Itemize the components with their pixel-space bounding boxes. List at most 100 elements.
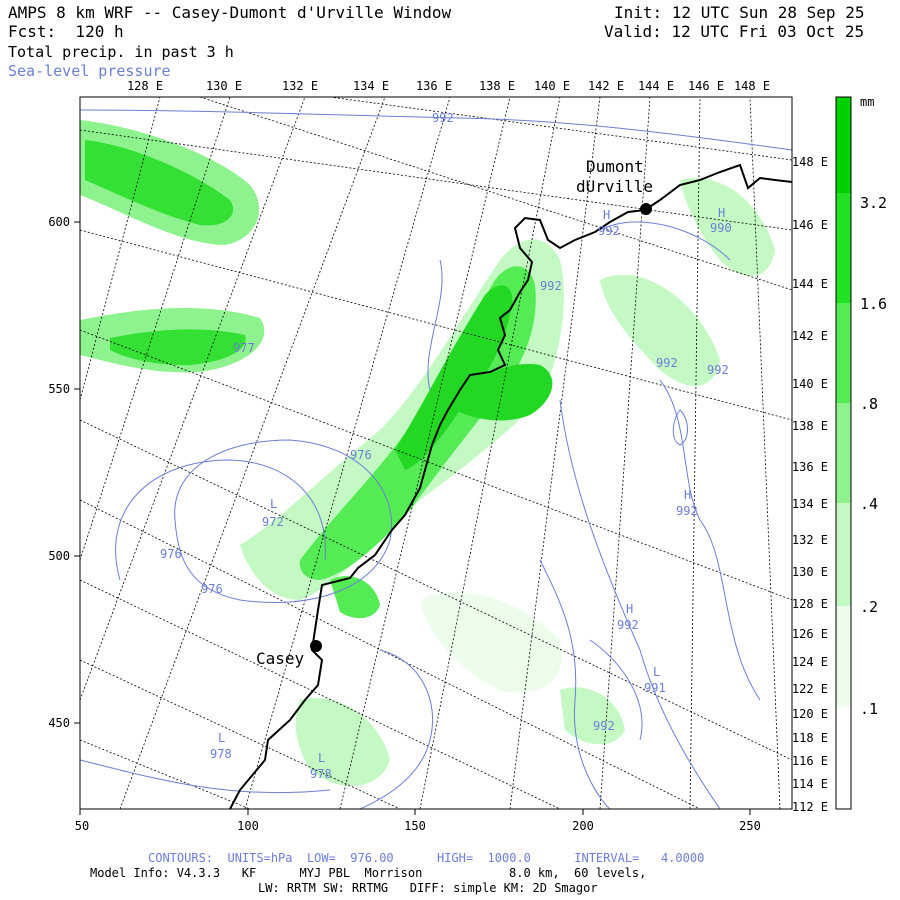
overlay-name: Sea-level pressure xyxy=(8,62,171,80)
top-tick-label: 144 E xyxy=(638,79,674,93)
graticule xyxy=(80,97,792,809)
bottom-tick-label: 150 xyxy=(404,819,426,833)
right-tick-label: 132 E xyxy=(792,533,828,547)
right-tick-label: 120 E xyxy=(792,707,828,721)
casey-station-marker xyxy=(310,640,322,652)
contour-label: 976 xyxy=(160,547,182,561)
top-tick-label: 130 E xyxy=(206,79,242,93)
top-tick-label: 128 E xyxy=(127,79,163,93)
top-tick-label: 132 E xyxy=(282,79,318,93)
top-tick-label: 138 E xyxy=(479,79,515,93)
precip-region xyxy=(110,329,246,366)
right-tick-label: 122 E xyxy=(792,682,828,696)
right-tick-label: 116 E xyxy=(792,754,828,768)
right-tick-label: 112 E xyxy=(792,800,828,814)
pressure-low-marker: L xyxy=(218,731,225,745)
colorbar-label: .1 xyxy=(860,700,878,718)
right-tick-label: 126 E xyxy=(792,627,828,641)
left-tick-label: 600 xyxy=(48,215,70,229)
contour-label: 992 xyxy=(540,279,562,293)
pressure-high-marker: H xyxy=(684,488,691,502)
colorbar-swatch xyxy=(836,606,851,707)
pressure-contours xyxy=(80,109,792,809)
contour-label: 992 xyxy=(676,504,698,518)
contour-info: CONTOURS: UNITS=hPa LOW= 976.00 HIGH= 10… xyxy=(148,851,705,865)
top-tick-label: 140 E xyxy=(534,79,570,93)
map-title: AMPS 8 km WRF -- Casey-Dumont d'Urville … xyxy=(8,3,452,22)
contour-label: 990 xyxy=(710,221,732,235)
bottom-axis: 50 100 150 200 250 xyxy=(75,809,761,833)
field-name: Total precip. in past 3 h xyxy=(8,43,234,61)
physics-info: LW: RRTM SW: RRTMG DIFF: simple KM: 2D S… xyxy=(258,881,598,895)
precip-region xyxy=(295,698,390,787)
right-tick-label: 130 E xyxy=(792,565,828,579)
precip-region xyxy=(330,576,380,619)
contour-label: 992 xyxy=(617,618,639,632)
contour-label: 992 xyxy=(656,356,678,370)
colorbar-label: 3.2 xyxy=(860,194,887,212)
left-axis: 600 550 500 450 xyxy=(48,215,80,730)
colorbar-label: .2 xyxy=(860,598,878,616)
right-tick-label: 140 E xyxy=(792,377,828,391)
precip-region xyxy=(395,285,513,470)
right-tick-label: 144 E xyxy=(792,277,828,291)
forecast-hour: Fcst: 120 h xyxy=(8,22,124,41)
right-tick-label: 124 E xyxy=(792,655,828,669)
init-time: Init: 12 UTC Sun 28 Sep 25 xyxy=(614,3,865,22)
dumont-durville-station-marker xyxy=(640,203,652,215)
left-tick-label: 450 xyxy=(48,716,70,730)
contour-label: 992 xyxy=(432,111,454,125)
valid-time: Valid: 12 UTC Fri 03 Oct 25 xyxy=(604,22,865,41)
top-tick-label: 148 E xyxy=(734,79,770,93)
contour-labels: 992 990 992 992 992 977 976 972 976 976 … xyxy=(160,111,732,781)
top-tick-label: 142 E xyxy=(588,79,624,93)
bottom-tick-label: 50 xyxy=(75,819,89,833)
plot-frame xyxy=(79,96,793,810)
contour-label: 978 xyxy=(210,747,232,761)
contour-label: 991 xyxy=(644,681,666,695)
right-axis: 148 E 146 E 144 E 142 E 140 E 138 E 136 … xyxy=(792,155,828,814)
contour-label: 977 xyxy=(233,341,255,355)
right-tick-label: 136 E xyxy=(792,460,828,474)
pressure-low-marker: L xyxy=(653,665,660,679)
bottom-tick-label: 200 xyxy=(572,819,594,833)
colorbar-swatch xyxy=(836,193,851,303)
precip-region xyxy=(600,274,720,387)
contour-label: 992 xyxy=(707,363,729,377)
right-tick-label: 148 E xyxy=(792,155,828,169)
colorbar-swatch xyxy=(836,403,851,503)
precip-region xyxy=(680,178,775,277)
colorbar-label: .4 xyxy=(860,495,878,513)
top-tick-label: 136 E xyxy=(416,79,452,93)
right-tick-label: 128 E xyxy=(792,597,828,611)
contour-label: 992 xyxy=(598,224,620,238)
right-tick-label: 146 E xyxy=(792,218,828,232)
place-label-durville: dUrville xyxy=(576,177,653,196)
place-label-casey: Casey xyxy=(256,649,305,668)
precip-shading xyxy=(80,120,775,787)
contour-label: 978 xyxy=(310,767,332,781)
colorbar-swatch xyxy=(836,303,851,403)
place-label-dumont: Dumont xyxy=(586,157,644,176)
right-tick-label: 134 E xyxy=(792,497,828,511)
pressure-high-marker: H xyxy=(603,208,610,222)
precip-region xyxy=(85,140,234,226)
contour-label: 972 xyxy=(262,515,284,529)
pressure-high-marker: H xyxy=(718,206,725,220)
colorbar-label: .8 xyxy=(860,395,878,413)
right-tick-label: 114 E xyxy=(792,777,828,791)
colorbar-label: 1.6 xyxy=(860,295,887,313)
colorbar-unit: mm xyxy=(860,95,874,109)
left-tick-label: 550 xyxy=(48,382,70,396)
right-tick-label: 138 E xyxy=(792,419,828,433)
contour-label: 976 xyxy=(350,448,372,462)
pressure-low-marker: L xyxy=(318,751,325,765)
pressure-low-marker: L xyxy=(270,497,277,511)
top-axis: 128 E 130 E 132 E 134 E 136 E 138 E 140 … xyxy=(127,79,770,93)
right-tick-label: 118 E xyxy=(792,731,828,745)
bottom-tick-label: 250 xyxy=(739,819,761,833)
precip-region xyxy=(420,592,562,693)
pressure-high-marker: H xyxy=(626,602,633,616)
right-tick-label: 142 E xyxy=(792,329,828,343)
